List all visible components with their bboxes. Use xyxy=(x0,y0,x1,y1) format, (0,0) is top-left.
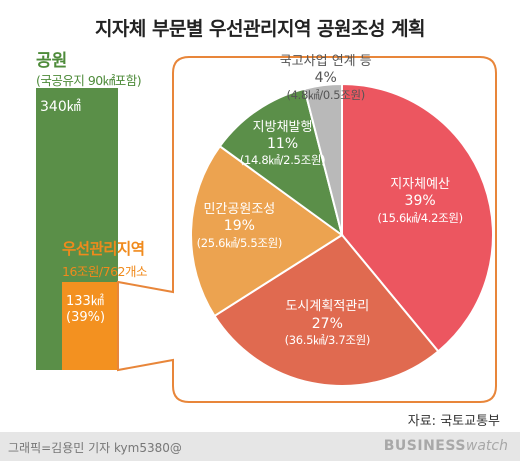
pie-slice-label: 지자체예산 39% (15.6㎢/4.2조원) xyxy=(377,177,463,225)
pie-slice-label: 민간공원조성 19% (25.6㎢/5.5조원) xyxy=(197,202,283,250)
slice-detail: (36.5㎢/3.7조원) xyxy=(284,333,371,348)
pie-slice-label: 지방채발행 11% (14.8㎢/2.5조원) xyxy=(240,120,326,168)
slice-percent: 19% xyxy=(223,218,255,235)
pie-slice xyxy=(218,87,344,238)
publisher-logo: BUSINESSwatch xyxy=(384,438,508,454)
logo-main: BUSINESS xyxy=(383,438,466,454)
pie-slice xyxy=(213,233,440,387)
slice-name: 지방채발행 xyxy=(252,119,313,135)
pie-slice xyxy=(303,82,343,236)
slice-name: 도시계획적관리 xyxy=(285,299,370,315)
slice-percent: 11% xyxy=(267,135,299,152)
pie-slice xyxy=(190,144,344,318)
source-note: 자료: 국토교통부 xyxy=(407,414,500,429)
priority-area-sublabel: 16조원/762개소 xyxy=(62,264,147,279)
bar-priority-value: 133㎢ xyxy=(66,294,104,309)
graphic-credit: 그래픽=김용민 기자 kym5380@ xyxy=(8,441,182,455)
slice-percent: 27% xyxy=(311,315,343,332)
pie-slice xyxy=(341,82,494,353)
bar-priority-percent: (39%) xyxy=(66,310,106,325)
park-label: 공원 xyxy=(36,51,68,71)
slice-name: 민간공원조성 xyxy=(203,201,276,217)
pie-slice-label: 도시계획적관리 27% (36.5㎢/3.7조원) xyxy=(285,299,371,347)
slice-percent: 4% xyxy=(314,70,337,87)
priority-area-label: 우선관리지역 xyxy=(62,240,145,258)
slice-detail: (25.6㎢/5.5조원) xyxy=(196,235,283,250)
slice-percent: 39% xyxy=(404,193,436,210)
slice-name: 국고사업 연계 등 xyxy=(279,54,372,70)
bar-park-value: 340㎢ xyxy=(40,99,81,115)
footer-bar: 그래픽=김용민 기자 kym5380@ BUSINESSwatch xyxy=(0,432,520,461)
slice-detail: (4.8㎢/0.5조원) xyxy=(286,87,365,102)
park-sublabel: (국공유지 90㎢포함) xyxy=(36,73,142,88)
slice-name: 지자체예산 xyxy=(390,176,451,192)
slice-detail: (14.8㎢/2.5조원) xyxy=(239,153,326,168)
pie-slice-label: 국고사업 연계 등 4% (4.8㎢/0.5조원) xyxy=(280,54,372,102)
bar-priority-area xyxy=(62,282,118,370)
slice-detail: (15.6㎢/4.2조원) xyxy=(377,210,463,225)
chart-title: 지자체 부문별 우선관리지역 공원조성 계획 xyxy=(94,18,426,40)
logo-accent: watch xyxy=(465,438,508,454)
